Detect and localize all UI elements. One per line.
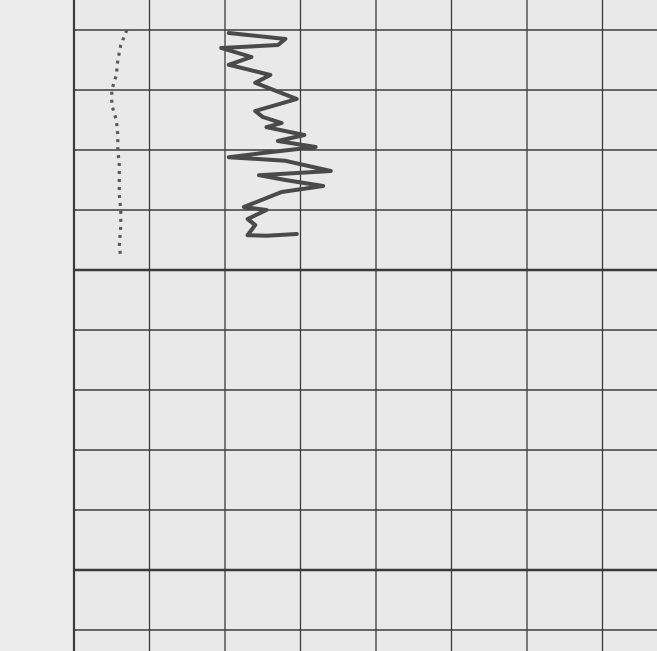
grid <box>72 0 657 651</box>
left-margin <box>0 0 72 651</box>
series-layer <box>110 29 333 259</box>
series-solid-curve <box>219 31 333 238</box>
